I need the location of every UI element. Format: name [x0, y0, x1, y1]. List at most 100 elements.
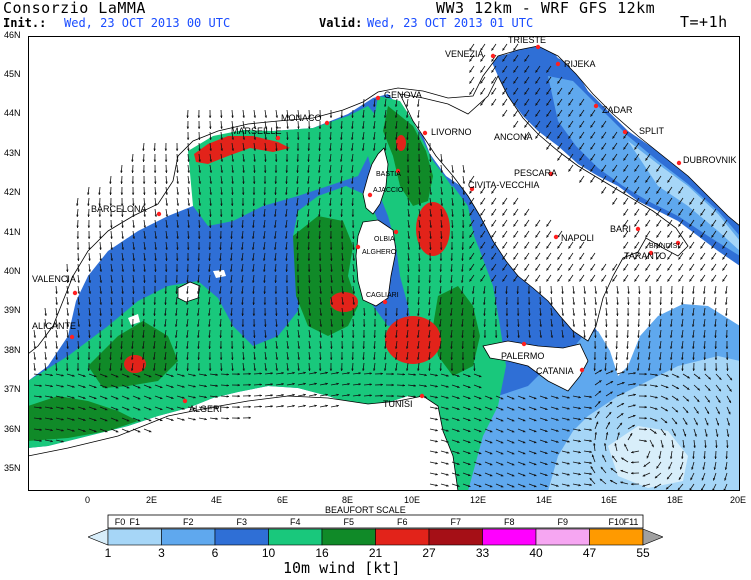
wind-arrow-head — [76, 214, 79, 217]
wind-arrow-head — [362, 324, 366, 327]
wind-arrow-head — [88, 291, 92, 294]
wind-arrow-head — [645, 246, 648, 249]
wind-arrow-head — [505, 302, 508, 305]
wind-arrow-head — [457, 396, 460, 399]
wind-arrow-head — [406, 148, 409, 151]
wind-arrow-head — [589, 428, 592, 432]
wind-arrow-head — [109, 335, 113, 338]
wind-arrow-head — [153, 324, 156, 327]
wind-f6-tyrrhenian — [416, 202, 450, 256]
wind-arrow-head — [625, 368, 629, 371]
wind-arrow-head — [274, 214, 277, 217]
wind-arrow-head — [535, 114, 538, 117]
wind-arrow-head — [511, 419, 515, 422]
wind-arrow-head — [416, 346, 420, 349]
wind-arrow-head — [500, 441, 504, 444]
wind-arrow-head — [219, 269, 222, 272]
wind-arrow-head — [44, 335, 48, 338]
wind-arrow-head — [182, 407, 185, 410]
wind-arrows — [33, 43, 733, 491]
wind-arrow-head — [620, 413, 624, 416]
wind-arrow-head — [198, 181, 202, 184]
wind-arrow-head — [248, 372, 251, 376]
wind-arrow-head — [725, 346, 729, 349]
wind-arrow-head — [598, 390, 602, 394]
wind-arrow-head — [500, 430, 504, 433]
wind-arrow-head — [33, 346, 37, 349]
wind-arrow-head — [516, 313, 520, 316]
wind-arrow-head — [362, 104, 365, 107]
wind-arrow-head — [274, 280, 277, 283]
wind-arrow-head — [132, 203, 135, 206]
wind-arrow-head — [590, 114, 593, 117]
wind-arrow-head — [471, 291, 475, 294]
legend-title: BEAUFORT SCALE — [325, 505, 406, 515]
wind-arrow-head — [528, 324, 531, 327]
wind-arrow-head — [76, 357, 80, 360]
wind-arrow-head — [480, 246, 483, 249]
wind-arrow-head — [623, 246, 626, 249]
wind-arrow-head — [469, 202, 472, 205]
wind-arrow-head — [567, 418, 570, 421]
wind-arrow-head — [341, 269, 344, 272]
wind-arrow-head — [380, 394, 383, 397]
wind-arrow-head — [44, 313, 47, 316]
wind-arrow-head — [527, 302, 531, 305]
wind-arrow-head — [500, 463, 504, 466]
wind-arrow-head — [330, 269, 333, 272]
wind-arrow-head — [198, 192, 202, 195]
wind-arrow-head — [724, 467, 728, 470]
sea-adriatic-light — [548, 76, 740, 256]
wind-arrow-head — [594, 291, 598, 294]
wind-arrow-head — [93, 407, 97, 411]
wind-arrow-head — [209, 148, 212, 151]
wind-arrow-head — [55, 346, 58, 349]
wind-arrow-head — [264, 368, 268, 371]
wind-arrow-head — [539, 313, 542, 316]
wind-arrow-head — [33, 335, 37, 338]
wind-arrow-head — [469, 59, 472, 62]
wind-arrow-head — [449, 313, 453, 316]
wind-arrow-head — [439, 357, 442, 360]
wind-arrow-head — [163, 357, 167, 360]
wind-arrow-head — [700, 257, 703, 260]
wind-arrow-head — [77, 269, 80, 272]
wind-arrow-head — [655, 384, 658, 388]
wind-arrow-head — [550, 302, 553, 305]
wind-arrow-head — [66, 291, 69, 294]
wind-arrow-head — [556, 440, 559, 443]
wind-arrow-head — [417, 313, 420, 316]
wind-arrow-head — [590, 125, 593, 128]
wind-arrow-head — [318, 214, 321, 217]
wind-arrow-head — [72, 374, 75, 377]
wind-arrow-head — [137, 397, 141, 400]
wind-arrow-head — [317, 181, 321, 184]
wind-arrow-head — [143, 203, 146, 206]
wind-arrow-head — [637, 313, 641, 316]
wind-arrow-head — [616, 291, 619, 294]
wind-arrow-head — [270, 383, 273, 386]
wind-arrow-head — [579, 257, 582, 260]
city-dot-ajaccio — [367, 192, 373, 198]
wind-arrow-head — [676, 386, 679, 389]
wind-arrow-head — [533, 429, 537, 433]
city-label-algeri: ALGERI — [189, 404, 222, 414]
wind-arrow-head — [546, 125, 549, 128]
lat-label: 36N — [4, 424, 21, 434]
wind-arrow-head — [275, 335, 278, 338]
wind-arrow-head — [171, 374, 174, 378]
wind-arrow-head — [714, 335, 717, 338]
wind-arrow-head — [722, 224, 725, 227]
wind-arrow-head — [469, 213, 472, 216]
wind-arrow-head — [446, 396, 449, 399]
wind-arrow-head — [568, 92, 571, 95]
wind-arrow-head — [362, 346, 365, 349]
wind-arrow-head — [690, 477, 693, 481]
wind-arrow-head — [715, 434, 719, 437]
wind-arrow-head — [700, 279, 703, 282]
wind-arrow-head — [253, 335, 256, 338]
wind-arrow-head — [678, 202, 681, 205]
wind-arrow-head — [655, 373, 658, 377]
wind-arrow-head — [187, 170, 190, 173]
wind-arrow-head — [186, 269, 190, 272]
